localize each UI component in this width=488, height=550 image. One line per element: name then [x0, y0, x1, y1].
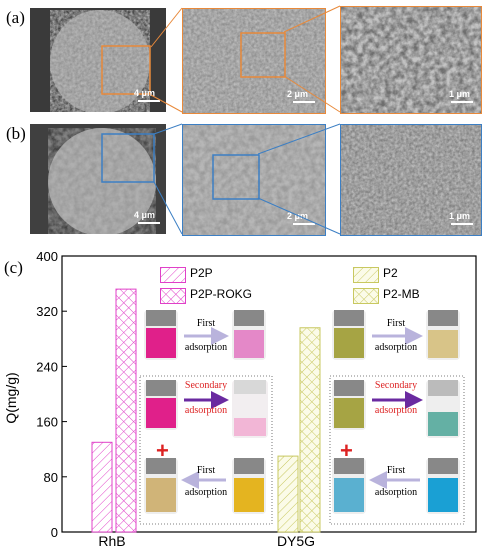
- zoom-connectors-a: [150, 5, 341, 113]
- zoom-connectors-b: [153, 123, 341, 235]
- vial-dy5g-after-first: [426, 310, 460, 360]
- x-tick-label-dy5g: DY5G: [277, 533, 315, 549]
- plus-icon-right: +: [340, 438, 353, 463]
- scale-label-b1: 4 μm: [134, 210, 156, 220]
- inset-box-left: [139, 375, 273, 525]
- bars: [91, 288, 321, 533]
- label-adsorption-left-top: adsorption: [184, 342, 228, 353]
- bar-p2: [277, 455, 299, 533]
- y-tick-label: 240: [36, 359, 58, 374]
- vial-dy5g-initial: [332, 310, 366, 360]
- legend-swatch-p2-mb: [353, 288, 379, 304]
- sem-image-b3: 1 μm: [340, 124, 482, 236]
- y-tick-label: 400: [36, 249, 58, 264]
- bar-p2p: [91, 441, 113, 533]
- sem-image-a3: 1 μm: [340, 6, 482, 114]
- adsorption-insets: + +: [139, 310, 465, 525]
- scale-label-b3: 1 μm: [449, 211, 471, 221]
- sem-image-a2: 2 μm: [182, 8, 326, 114]
- vial-mb-blue-after: [426, 458, 460, 514]
- vial-rhb-after-first: [232, 310, 266, 360]
- y-tick-label: 0: [51, 525, 58, 540]
- label-adsorption-right-top: adsorption: [374, 342, 418, 353]
- y-tick-label: 320: [36, 304, 58, 319]
- legend-swatch-p2: [353, 267, 379, 283]
- scale-label-a3: 1 μm: [449, 89, 471, 99]
- y-axis-label: Q(mg/g): [3, 372, 19, 423]
- sem-image-b1: 4 μm: [30, 124, 166, 234]
- legend-swatch-p2p: [160, 267, 186, 283]
- panel-label-b: (b): [6, 124, 26, 143]
- vial-dy5g-before-secondary: [332, 380, 366, 430]
- bar-p2p-rokg: [115, 288, 137, 533]
- label-first-right-top: First: [386, 318, 406, 329]
- label-adsorption-right-bottom: adsorption: [374, 487, 418, 498]
- y-tick-label: 160: [36, 415, 58, 430]
- vial-mb-blue-left: [332, 458, 366, 514]
- label-secondary-left: Secondary: [184, 380, 228, 391]
- label-secondary-adsorption-right: adsorption: [374, 405, 418, 416]
- vial-rhb-after-secondary: [232, 380, 268, 438]
- plus-icon-left: +: [156, 438, 169, 463]
- label-secondary-right: Secondary: [374, 380, 418, 391]
- label-first-left-bottom: First: [196, 465, 216, 476]
- scale-label-b2: 2 μm: [287, 211, 309, 221]
- vial-dy5g-yellow-left: [144, 458, 178, 514]
- label-secondary-adsorption-left: adsorption: [184, 405, 228, 416]
- x-tick-label-rhb: RhB: [98, 533, 125, 549]
- label-adsorption-left-bottom: adsorption: [184, 487, 228, 498]
- y-axis-ticks: 0 80 160 240 320 400: [36, 249, 67, 540]
- legend-label-p2: P2: [383, 266, 398, 280]
- legend-label-p2p-rokg: P2P-ROKG: [190, 287, 253, 301]
- label-first-left-top: First: [196, 318, 216, 329]
- inset-box-right: [329, 375, 465, 525]
- panel-label-c: (c): [4, 258, 23, 277]
- legend-swatch-p2p-rokg: [160, 288, 186, 304]
- vial-rhb-initial: [144, 310, 178, 360]
- bar-p2-mb: [299, 327, 321, 533]
- adsorption-bar-chart: 0 80 160 240 320 400 Q(mg/g) RhB DY5G: [3, 249, 477, 549]
- plot-frame: [61, 255, 477, 533]
- vial-rhb-before-secondary: [144, 380, 178, 430]
- legend-label-p2-mb: P2-MB: [383, 287, 420, 301]
- vial-dy5g-after-secondary: [426, 380, 460, 438]
- sem-image-a1: 4 μm: [30, 8, 166, 112]
- vial-dy5g-yellow-after: [232, 458, 266, 514]
- scale-label-a2: 2 μm: [287, 89, 309, 99]
- scale-label-a1: 4 μm: [134, 88, 156, 98]
- y-tick-label: 80: [44, 470, 58, 485]
- label-first-right-bottom: First: [386, 465, 406, 476]
- legend-label-p2p: P2P: [190, 266, 213, 280]
- panel-label-a: (a): [6, 8, 25, 27]
